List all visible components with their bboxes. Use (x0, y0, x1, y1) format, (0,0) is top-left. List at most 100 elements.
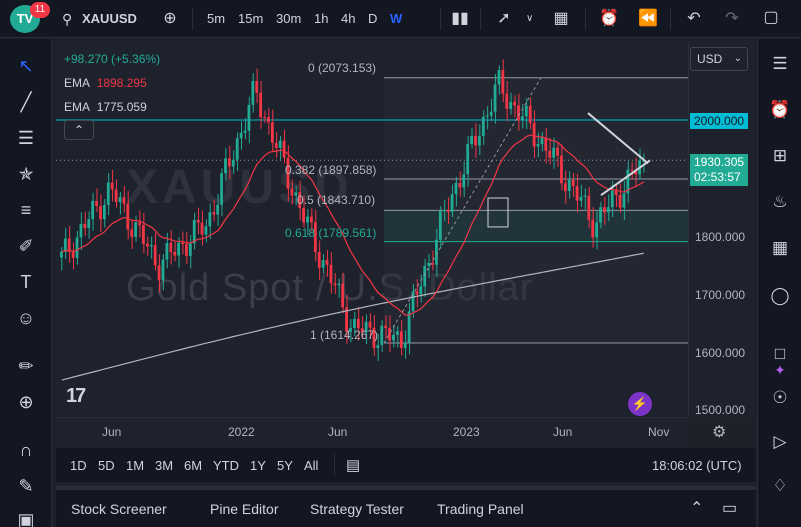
maximize-panel-icon[interactable]: ▭ (722, 500, 738, 517)
data-window-icon[interactable]: ⊞ (772, 146, 788, 165)
candle-body (481, 116, 485, 136)
symbol-search[interactable]: XAUUSD (82, 11, 137, 26)
candle-body (419, 286, 423, 295)
emoji-icon[interactable]: ☺ (16, 308, 36, 328)
candle-body (122, 197, 126, 204)
bolt-icon[interactable]: ⚡ (628, 392, 652, 416)
indicators-icon[interactable]: ➚ (497, 10, 511, 27)
tab-trading-panel[interactable]: Trading Panel (437, 501, 524, 517)
candle-body (395, 331, 399, 335)
range-ytd[interactable]: YTD (213, 458, 239, 473)
trendline-icon[interactable]: ╱ (20, 92, 32, 112)
interval-1h[interactable]: 1h (314, 11, 329, 26)
brush-icon[interactable]: ✐ (18, 236, 34, 256)
ema-slow-value: 1775.059 (96, 100, 147, 114)
lightbulb-icon[interactable]: ☉ (772, 388, 788, 407)
chevron-up-icon[interactable]: ⌃ (690, 500, 704, 517)
utc-clock[interactable]: 18:06:02 (UTC) (652, 458, 742, 473)
range-6m[interactable]: 6M (184, 458, 203, 473)
candle-body (204, 226, 208, 235)
add-symbol-icon[interactable]: ⊕ (163, 10, 177, 27)
candle-body (505, 93, 509, 109)
candle-body (478, 135, 481, 146)
chat-icon[interactable]: □ (774, 344, 786, 363)
candle-body (337, 283, 341, 286)
ema-fast-line (61, 134, 645, 316)
price-axis[interactable]: 1800.000 1700.000 1600.000 1500.000 (688, 42, 754, 417)
range-5y[interactable]: 5Y (277, 458, 293, 473)
interval-30m[interactable]: 30m (276, 11, 302, 26)
candle-body (610, 190, 614, 208)
cursor-icon[interactable]: ↖ (18, 56, 34, 76)
legend-collapse-button[interactable]: ⌃ (64, 120, 94, 140)
candle-body (110, 182, 114, 190)
interval-4h[interactable]: 4h (341, 11, 356, 26)
stream-icon[interactable]: ▷ (773, 432, 787, 451)
undo-icon[interactable]: ↶ (687, 10, 701, 27)
candle-body (435, 239, 438, 265)
candle-body (563, 183, 567, 191)
interval-d[interactable]: D (368, 11, 378, 26)
tab-strategy-tester[interactable]: Strategy Tester (310, 501, 404, 517)
candle-body (79, 223, 83, 238)
fib-icon[interactable]: ≡ (20, 200, 32, 220)
chevron-down-icon[interactable]: ∨ (526, 13, 534, 24)
lock-drawing-icon[interactable]: ✎ (18, 476, 34, 496)
price-chart[interactable] (56, 42, 688, 417)
zoom-icon[interactable]: ⊕ (18, 392, 34, 412)
candle-body (399, 331, 403, 348)
candle-body (95, 200, 98, 207)
candle-body (442, 210, 446, 212)
interval-5m[interactable]: 5m (207, 11, 226, 26)
candle-body (513, 101, 516, 106)
notifications-bell-icon[interactable]: ♢ (772, 476, 788, 495)
fullscreen-icon[interactable]: ▢ (763, 9, 779, 26)
highlight-box (487, 197, 509, 228)
interval-15m[interactable]: 15m (238, 11, 264, 26)
text-icon[interactable]: T (20, 272, 32, 292)
replay-icon[interactable]: ⏪ (638, 10, 658, 27)
ruler-icon[interactable]: ✏ (18, 356, 34, 376)
redo-icon[interactable]: ↷ (725, 10, 739, 27)
range-1d[interactable]: 1D (70, 458, 87, 473)
candle-body (278, 140, 282, 148)
range-1m[interactable]: 1M (126, 458, 145, 473)
interval-w[interactable]: W (390, 11, 403, 26)
candle-body (427, 263, 431, 266)
lock-icon[interactable]: ▣ (17, 510, 35, 527)
layout-icon[interactable]: ▦ (553, 10, 569, 27)
alarm-icon[interactable]: ⏰ (769, 100, 791, 119)
horizontal-lines-icon[interactable]: ☰ (17, 128, 35, 148)
calendar-icon[interactable]: ▦ (771, 238, 789, 257)
range-all[interactable]: All (304, 458, 319, 473)
bottom-panel: Stock Screener Pine Editor Strategy Test… (56, 486, 756, 527)
watchlist-icon[interactable]: ☰ (772, 54, 788, 73)
ema-fast-legend[interactable]: EMA 1898.295 (64, 76, 147, 90)
search-icon[interactable]: ⚲ (62, 11, 73, 27)
tab-stock-screener[interactable]: Stock Screener (71, 501, 167, 517)
bar-type-icon[interactable]: ▮▮ (451, 10, 469, 27)
range-5d[interactable]: 5D (98, 458, 115, 473)
range-1y[interactable]: 1Y (250, 458, 266, 473)
date-range-icon[interactable]: ▤ (346, 457, 361, 474)
range-3m[interactable]: 3M (155, 458, 174, 473)
time-axis[interactable]: Jun 2022 Jun 2023 Jun Nov (56, 417, 688, 445)
tab-pine-editor[interactable]: Pine Editor (210, 501, 279, 517)
hotlist-icon[interactable]: ♨ (772, 192, 788, 211)
candle-body (83, 223, 87, 229)
pattern-icon[interactable]: ✯ (18, 164, 34, 184)
candle-body (325, 259, 329, 265)
alert-icon[interactable]: ⏰ (599, 10, 619, 27)
chart-pane[interactable]: XAUUSD Gold Spot / U.S. Dollar (56, 42, 688, 417)
triangle-lower-line (600, 159, 651, 196)
magnet-icon[interactable]: ∩ (19, 440, 33, 460)
candle-body (388, 327, 391, 341)
candle-body (536, 144, 540, 147)
ideas-icon[interactable]: ◯ (770, 286, 790, 305)
candle-body (130, 229, 134, 237)
candle-body (263, 117, 266, 119)
candle-body (149, 245, 153, 247)
ema-slow-legend[interactable]: EMA 1775.059 (64, 100, 147, 114)
currency-select[interactable]: USD ⌄ (690, 47, 748, 71)
settings-gear-icon[interactable]: ⚙ (712, 424, 727, 441)
